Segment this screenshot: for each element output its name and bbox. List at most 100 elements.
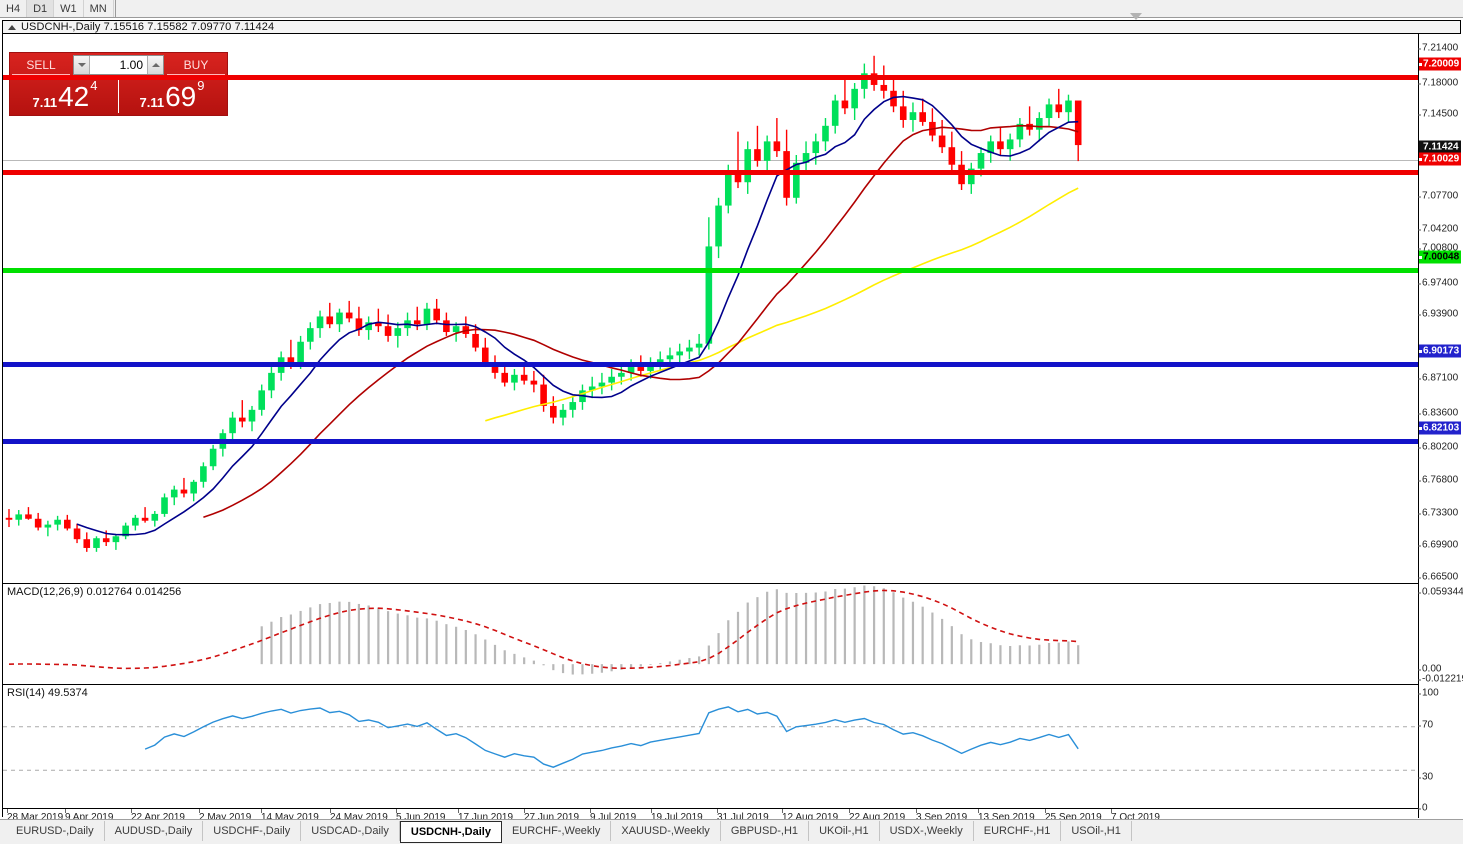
time-tick xyxy=(131,809,132,813)
price-scale[interactable]: 7.21400 7.18000 7.14500 7.07700 7.04200 7.008… xyxy=(1417,34,1463,818)
oct-header-row: SELL 1.00 BUY xyxy=(12,55,225,75)
level-line-support-lower[interactable] xyxy=(3,439,1418,444)
price-tag-green[interactable]: 7.00048 xyxy=(1419,250,1462,264)
time-label: 9 Apr 2019 xyxy=(65,812,114,823)
chart-tab-bar: EURUSD-,Daily AUDUSD-,Daily USDCHF-,Daily U… xyxy=(0,819,1463,844)
time-label: 13 Sep 2019 xyxy=(978,812,1035,823)
scroll-down-arrow-icon[interactable] xyxy=(1130,13,1142,20)
level-line-resistance-lower[interactable] xyxy=(3,170,1418,175)
sell-button[interactable]: 7.11 42 4 xyxy=(12,75,118,113)
time-label: 31 Jul 2019 xyxy=(717,812,769,823)
time-tick xyxy=(65,809,66,813)
chart-tab-eurchf--h1[interactable]: EURCHF-,H1 xyxy=(974,821,1062,841)
price-scale-tick: 6.87100 xyxy=(1417,372,1459,384)
price-scale-tick: 6.97400 xyxy=(1417,277,1459,289)
time-label: 9 Jul 2019 xyxy=(590,812,637,823)
price-scale-tick: 7.04200 xyxy=(1417,223,1459,235)
price-scale-tick: 70 xyxy=(1417,719,1434,731)
time-label: 25 Sep 2019 xyxy=(1045,812,1102,823)
chart-window: USDCNH-,Daily 7.15516 7.15582 7.09770 7.… xyxy=(2,20,1463,833)
price-scale-tick: 0.059344 xyxy=(1418,586,1463,598)
time-tick xyxy=(524,809,525,813)
buy-label[interactable]: BUY xyxy=(167,55,225,75)
volume-stepper[interactable]: 1.00 xyxy=(73,55,164,75)
time-tick xyxy=(7,809,8,813)
time-label: 27 Jun 2019 xyxy=(524,812,580,823)
price-scale-tick: 7.07700 xyxy=(1417,190,1459,202)
chevron-up-icon xyxy=(151,63,160,67)
chart-tab-usdchf--daily[interactable]: USDCHF-,Daily xyxy=(203,821,302,841)
price-tag-blue[interactable]: 6.82103 xyxy=(1419,421,1462,435)
timeframe-w1[interactable]: W1 xyxy=(54,0,84,17)
rsi-pane[interactable]: RSI(14) 49.5374 xyxy=(3,684,1418,808)
chart-tab-usdcad--daily[interactable]: USDCAD-,Daily xyxy=(301,821,400,841)
volume-input[interactable]: 1.00 xyxy=(119,58,143,72)
macd-pane[interactable]: MACD(12,26,9) 0.012764 0.014256 xyxy=(3,583,1418,683)
time-label: 24 May 2019 xyxy=(330,812,388,823)
time-tick xyxy=(396,809,397,813)
price-scale-tick: 6.76800 xyxy=(1417,474,1459,486)
timeframe-d1[interactable]: D1 xyxy=(27,0,55,17)
chart-tab-eurusd--daily[interactable]: EURUSD-,Daily xyxy=(6,821,105,841)
rsi-label: RSI(14) 49.5374 xyxy=(7,687,88,699)
buy-price-prefix: 7.11 xyxy=(139,95,165,110)
time-tick xyxy=(199,809,200,813)
rsi-series xyxy=(3,706,1418,771)
chart-tab-usdx--weekly[interactable]: USDX-,Weekly xyxy=(880,821,974,841)
time-tick xyxy=(651,809,652,813)
time-label: 22 Apr 2019 xyxy=(131,812,185,823)
current-price-line xyxy=(3,160,1418,161)
chart-tab-gbpusd--h1[interactable]: GBPUSD-,H1 xyxy=(721,821,810,841)
macd-label: MACD(12,26,9) 0.012764 0.014256 xyxy=(7,586,182,598)
timeframe-h4[interactable]: H4 xyxy=(0,0,28,17)
price-tag-black[interactable]: 7.11424 xyxy=(1419,140,1461,154)
level-line-support-upper[interactable] xyxy=(3,362,1418,367)
chart-tab-xauusd--weekly[interactable]: XAUUSD-,Weekly xyxy=(611,821,721,841)
chart-title: USDCNH-,Daily 7.15516 7.15582 7.09770 7.… xyxy=(21,21,275,33)
one-click-trading-panel[interactable]: SELL 1.00 BUY 7.11 42 4 7.11 69 9 xyxy=(9,52,228,116)
oct-price-row: 7.11 42 4 7.11 69 9 xyxy=(12,75,225,113)
price-scale-tick: 6.69900 xyxy=(1417,539,1459,551)
volume-decrease-button[interactable] xyxy=(74,56,90,74)
chart-tab-eurchf--weekly[interactable]: EURCHF-,Weekly xyxy=(502,821,612,841)
chart-tab-audusd--daily[interactable]: AUDUSD-,Daily xyxy=(105,821,204,841)
chart-tab-usoil--h1[interactable]: USOil-,H1 xyxy=(1061,821,1132,841)
collapse-triangle-icon[interactable] xyxy=(8,24,16,30)
price-tag-red[interactable]: 7.20009 xyxy=(1419,57,1462,71)
time-label: 5 Jun 2019 xyxy=(396,812,446,823)
level-line-pivot[interactable] xyxy=(3,268,1418,273)
time-tick xyxy=(1045,809,1046,813)
chevron-down-icon xyxy=(77,63,86,67)
time-tick xyxy=(916,809,917,813)
time-tick xyxy=(458,809,459,813)
price-pane[interactable]: SELL 1.00 BUY 7.11 42 4 7.11 69 9 xyxy=(3,34,1418,582)
price-scale-tick: 7.00800 xyxy=(1417,242,1459,254)
price-scale-tick: 6.83600 xyxy=(1417,407,1459,419)
price-scale-tick: 6.66500 xyxy=(1417,571,1459,583)
buy-button[interactable]: 7.11 69 9 xyxy=(118,75,225,113)
time-label: 2 May 2019 xyxy=(199,812,252,823)
time-label: 17 Jun 2019 xyxy=(458,812,514,823)
time-tick xyxy=(849,809,850,813)
time-label: 14 May 2019 xyxy=(261,812,319,823)
chart-tab-ukoil--h1[interactable]: UKOil-,H1 xyxy=(809,821,880,841)
time-tick xyxy=(717,809,718,813)
price-tag-red[interactable]: 7.10029 xyxy=(1419,152,1462,166)
time-tick xyxy=(330,809,331,813)
price-scale-tick: 7.14500 xyxy=(1417,108,1459,120)
chart-tab-usdcnh--daily[interactable]: USDCNH-,Daily xyxy=(399,821,502,843)
sell-label[interactable]: SELL xyxy=(12,55,70,75)
time-tick xyxy=(590,809,591,813)
time-label: 28 Mar 2019 xyxy=(7,812,64,823)
time-label: 19 Jul 2019 xyxy=(651,812,703,823)
level-line-resistance-upper[interactable] xyxy=(3,75,1418,80)
price-tag-blue[interactable]: 6.90173 xyxy=(1419,344,1462,358)
toolbar-divider xyxy=(114,0,116,17)
timeframe-mn[interactable]: MN xyxy=(83,0,114,17)
price-scale-tick: 7.18000 xyxy=(1417,77,1459,89)
time-tick xyxy=(1111,809,1112,813)
price-scale-tick: 6.93900 xyxy=(1417,308,1459,320)
time-label: 22 Aug 2019 xyxy=(849,812,906,823)
volume-increase-button[interactable] xyxy=(147,56,163,74)
price-scale-tick: 7.21400 xyxy=(1417,42,1459,54)
